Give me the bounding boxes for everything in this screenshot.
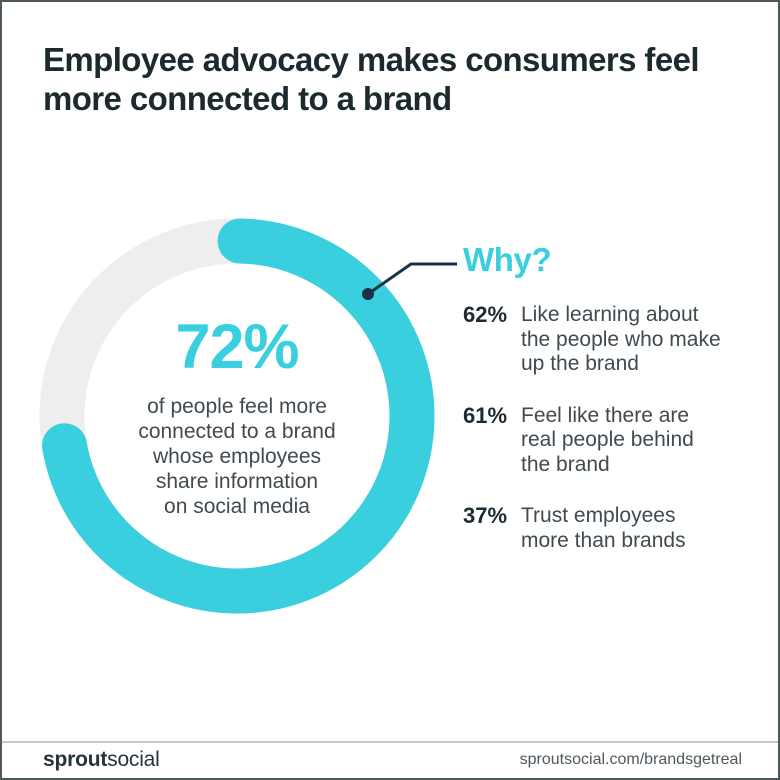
donut-center-label: 72% of people feel more connected to a b… <box>37 216 437 616</box>
stat-value: 62% <box>463 302 508 327</box>
donut-percent-value: 72% <box>175 311 299 382</box>
page-title: Employee advocacy makes consumers feel m… <box>43 41 700 117</box>
stat-text: Like learning about the people who make … <box>521 303 721 375</box>
stat-value: 61% <box>463 402 508 428</box>
footer: sproutsocial sproutsocial.com/brandsgetr… <box>2 741 778 778</box>
stat-row-37: 37% Trust employees more than brands <box>463 503 763 553</box>
why-section: Why? 62% Like learning about the people … <box>463 241 763 580</box>
why-heading: Why? <box>463 241 552 278</box>
logo-text-bold: sprout <box>43 747 108 771</box>
stat-row-61: 61% Feel like there are real people behi… <box>463 402 763 478</box>
stat-value: 37% <box>463 503 508 528</box>
logo-text-light: social <box>107 747 160 771</box>
stat-text: Feel like there are real people behind t… <box>521 403 694 476</box>
sprout-social-logo: sproutsocial <box>43 748 160 772</box>
footer-url: sproutsocial.com/brandsgetreal <box>519 750 742 768</box>
donut-chart: 72% of people feel more connected to a b… <box>37 216 437 616</box>
donut-rings <box>39 218 435 614</box>
donut-description: of people feel more connected to a brand… <box>138 394 336 518</box>
stat-text: Trust employees more than brands <box>521 504 686 552</box>
footer-divider <box>2 741 778 743</box>
donut-value-arc <box>39 218 435 614</box>
stat-row-62: 62% Like learning about the people who m… <box>463 302 763 377</box>
